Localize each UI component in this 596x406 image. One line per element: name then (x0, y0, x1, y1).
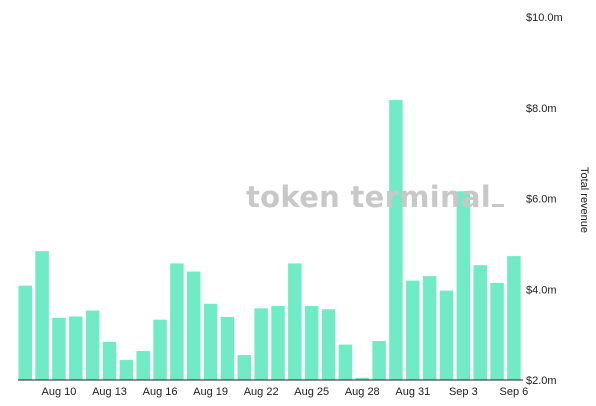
bar-aug-8[interactable] (18, 285, 33, 380)
x-tick-label: Aug 10 (42, 386, 77, 398)
bar-sep-4[interactable] (473, 265, 487, 380)
bar-aug-24[interactable] (288, 263, 302, 380)
bar-aug-28[interactable] (355, 377, 370, 380)
watermark-logo: token terminal (246, 180, 505, 214)
bar-aug-12[interactable] (85, 310, 100, 380)
x-tick-label: Aug 28 (345, 386, 380, 398)
bar-sep-5[interactable] (490, 282, 504, 380)
bar-aug-27[interactable] (338, 344, 353, 380)
bar-sep-3[interactable] (456, 191, 471, 380)
bar-sep-1[interactable] (422, 276, 437, 380)
y-tick-label: $10.0m (526, 12, 563, 24)
watermark-cursor (492, 204, 505, 207)
x-tick-label: Aug 22 (244, 386, 279, 398)
bar-aug-14[interactable] (119, 360, 134, 380)
y-tick-label: $2.0m (526, 375, 557, 387)
y-axis-ticks: $10.0m $8.0m $6.0m $4.0m $2.0m (526, 12, 563, 387)
y-tick-label: $8.0m (526, 103, 557, 115)
bar-aug-29[interactable] (372, 340, 386, 380)
x-tick-label: Sep 3 (449, 386, 478, 398)
bar-aug-11[interactable] (69, 316, 83, 380)
bar-sep-2[interactable] (439, 290, 454, 380)
y-tick-label: $6.0m (526, 194, 557, 206)
bar-aug-31[interactable] (406, 280, 420, 380)
bar-aug-20[interactable] (220, 316, 235, 380)
bar-aug-10[interactable] (52, 317, 66, 380)
x-tick-label: Aug 16 (143, 386, 178, 398)
bar-aug-18[interactable] (187, 271, 201, 380)
bar-aug-19[interactable] (203, 303, 218, 380)
bar-aug-21[interactable] (237, 355, 252, 380)
y-tick-label: $4.0m (526, 284, 557, 296)
bars (18, 100, 521, 380)
bar-aug-26[interactable] (321, 309, 336, 380)
watermark-text: token terminal (246, 180, 492, 214)
bar-aug-30[interactable] (389, 100, 403, 380)
bar-aug-22[interactable] (254, 308, 268, 380)
y-axis-title: Total revenue (578, 167, 590, 233)
bar-aug-13[interactable] (102, 341, 117, 380)
x-axis-ticks: Aug 10 Aug 13 Aug 16 Aug 19 Aug 22 Aug 25 Aug … (42, 386, 529, 398)
x-tick-label: Aug 19 (193, 386, 228, 398)
x-tick-label: Aug 25 (294, 386, 329, 398)
bar-sep-6[interactable] (507, 256, 521, 380)
bar-aug-23[interactable] (271, 306, 285, 380)
x-tick-label: Aug 31 (395, 386, 430, 398)
bar-aug-15[interactable] (136, 350, 150, 380)
bar-aug-16[interactable] (153, 319, 167, 380)
bar-aug-17[interactable] (170, 263, 184, 380)
x-tick-label: Sep 6 (500, 386, 529, 398)
bar-aug-9[interactable] (35, 251, 49, 380)
x-tick-label: Aug 13 (92, 386, 127, 398)
bar-aug-25[interactable] (304, 306, 319, 380)
